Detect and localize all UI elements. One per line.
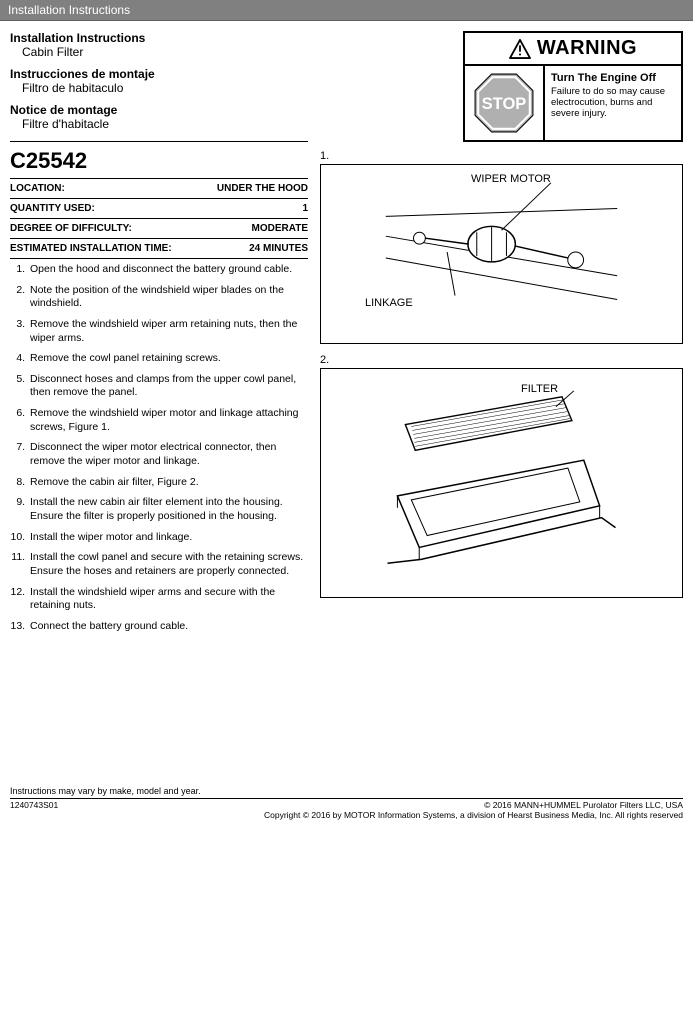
warning-box: WARNING STOP Turn The Engine Off Failure… [463, 31, 683, 142]
spec-value: 1 [302, 203, 308, 214]
steps-list: Open the hood and disconnect the battery… [10, 263, 308, 633]
spec-value: MODERATE [252, 223, 308, 234]
spec-label: DEGREE OF DIFFICULTY: [10, 223, 132, 234]
right-column: WARNING STOP Turn The Engine Off Failure… [320, 31, 683, 640]
figure-1-box: WIPER MOTOR LINKAGE [320, 164, 683, 344]
spec-table: LOCATION: UNDER THE HOOD QUANTITY USED: … [10, 178, 308, 258]
stop-text: STOP [482, 94, 527, 113]
title-es-main: Instrucciones de montaje [10, 67, 308, 81]
title-fr: Notice de montage Filtre d'habitacle [10, 103, 308, 131]
footer: Instructions may vary by make, model and… [0, 786, 693, 826]
warning-subtitle: Turn The Engine Off [551, 72, 675, 84]
part-number: C25542 [10, 148, 308, 174]
spec-value: UNDER THE HOOD [217, 183, 308, 194]
title-en-main: Installation Instructions [10, 31, 308, 45]
spec-label: ESTIMATED INSTALLATION TIME: [10, 243, 172, 254]
spec-row: QUANTITY USED: 1 [10, 198, 308, 218]
spec-row: LOCATION: UNDER THE HOOD [10, 178, 308, 198]
footer-copyright-2: Copyright © 2016 by MOTOR Information Sy… [264, 810, 683, 820]
footer-note: Instructions may vary by make, model and… [10, 786, 683, 796]
warning-title: WARNING [537, 37, 637, 60]
title-en-sub: Cabin Filter [10, 45, 308, 59]
figure-1: 1. WIPER MOTOR L [320, 150, 683, 344]
stop-sign-icon: STOP [473, 72, 535, 134]
step-item: Install the cowl panel and secure with t… [28, 551, 308, 578]
figure-1-label-linkage: LINKAGE [365, 297, 413, 309]
title-fr-main: Notice de montage [10, 103, 308, 117]
step-item: Remove the cowl panel retaining screws. [28, 352, 308, 366]
stop-sign-cell: STOP [465, 66, 545, 140]
footer-doc-no: 1240743S01 [10, 800, 58, 820]
figure-1-num: 1. [320, 150, 683, 162]
step-item: Open the hood and disconnect the battery… [28, 263, 308, 277]
figure-1-illustration [321, 165, 682, 343]
spec-value: 24 MINUTES [249, 243, 308, 254]
title-es: Instrucciones de montaje Filtro de habit… [10, 67, 308, 95]
steps: Open the hood and disconnect the battery… [10, 258, 308, 633]
figure-2-box: FILTER [320, 368, 683, 598]
header-bar: Installation Instructions [0, 0, 693, 21]
left-column: Installation Instructions Cabin Filter I… [10, 31, 320, 640]
step-item: Install the wiper motor and linkage. [28, 531, 308, 545]
warning-body: STOP Turn The Engine Off Failure to do s… [465, 66, 681, 140]
spacer [0, 640, 693, 780]
step-item: Remove the windshield wiper motor and li… [28, 407, 308, 434]
step-item: Remove the windshield wiper arm retainin… [28, 318, 308, 345]
figure-2-label-filter: FILTER [521, 383, 558, 395]
warning-text: Turn The Engine Off Failure to do so may… [545, 66, 681, 140]
warning-header: WARNING [465, 33, 681, 66]
step-item: Note the position of the windshield wipe… [28, 284, 308, 311]
figure-1-label-wiper: WIPER MOTOR [471, 173, 551, 185]
step-item: Install the windshield wiper arms and se… [28, 586, 308, 613]
content: Installation Instructions Cabin Filter I… [0, 21, 693, 640]
figure-2-num: 2. [320, 354, 683, 366]
spec-label: LOCATION: [10, 183, 65, 194]
step-item: Disconnect hoses and clamps from the upp… [28, 373, 308, 400]
step-item: Connect the battery ground cable. [28, 620, 308, 634]
spec-row: ESTIMATED INSTALLATION TIME: 24 MINUTES [10, 238, 308, 258]
header-title: Installation Instructions [8, 3, 130, 17]
footer-right: © 2016 MANN+HUMMEL Purolator Filters LLC… [264, 800, 683, 820]
warning-triangle-icon [509, 39, 531, 59]
divider-top [10, 141, 308, 142]
warning-body-text: Failure to do so may cause electrocution… [551, 86, 675, 119]
spec-row: DEGREE OF DIFFICULTY: MODERATE [10, 218, 308, 238]
figure-2-illustration [321, 369, 682, 597]
title-en: Installation Instructions Cabin Filter [10, 31, 308, 59]
figure-2: 2. [320, 354, 683, 598]
step-item: Install the new cabin air filter element… [28, 496, 308, 523]
footer-bar: 1240743S01 © 2016 MANN+HUMMEL Purolator … [10, 798, 683, 820]
step-item: Remove the cabin air filter, Figure 2. [28, 476, 308, 490]
title-fr-sub: Filtre d'habitacle [10, 117, 308, 131]
title-es-sub: Filtro de habitaculo [10, 81, 308, 95]
footer-copyright-1: © 2016 MANN+HUMMEL Purolator Filters LLC… [264, 800, 683, 810]
step-item: Disconnect the wiper motor electrical co… [28, 441, 308, 468]
spec-label: QUANTITY USED: [10, 203, 95, 214]
